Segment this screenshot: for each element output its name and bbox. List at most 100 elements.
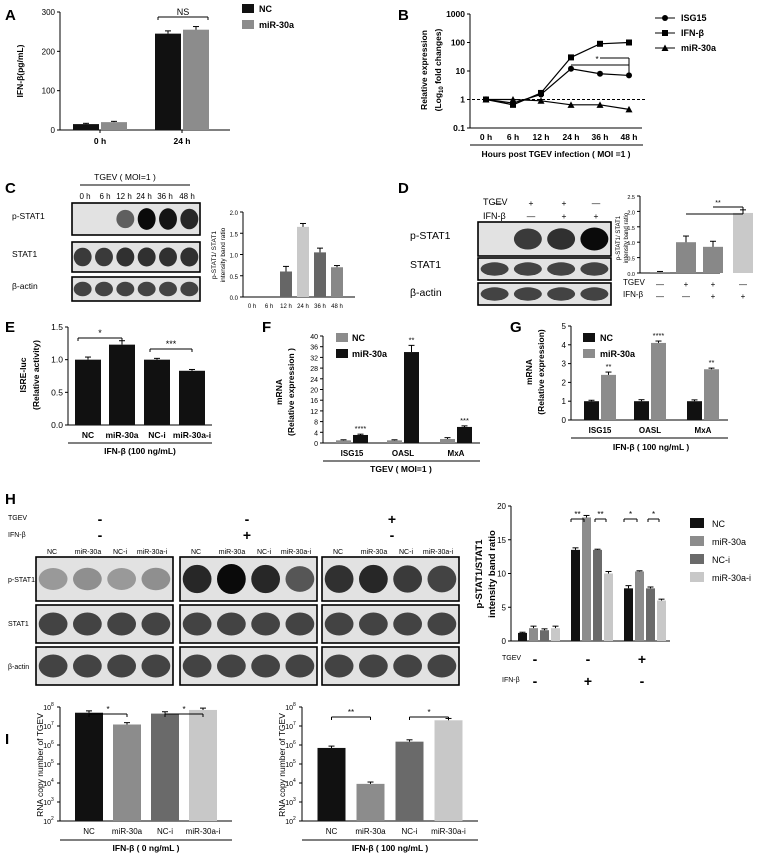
y-tick-label: 0 (314, 441, 318, 448)
series-line-miR-30a (486, 98, 630, 110)
significance-label: * (427, 708, 430, 717)
bar-miR-30a-i (657, 600, 666, 641)
blot-band (72, 654, 102, 678)
y-tick-label: 0.0 (627, 272, 635, 278)
panel-label: I (5, 731, 9, 748)
significance-label: *** (460, 416, 469, 425)
bar-miR-30a (651, 342, 666, 420)
y-tick-label: 20 (310, 388, 318, 395)
blot-background (72, 242, 200, 272)
y-tick-label: 1 (460, 95, 465, 105)
y-tick-label: 1 (562, 397, 567, 406)
legend-label: NC (712, 519, 725, 529)
blot-stat1 (179, 604, 318, 644)
lane-label: NC (47, 549, 57, 556)
x-tick-label: OASL (639, 426, 661, 435)
bar-NC (387, 440, 402, 443)
bar-NC (624, 588, 633, 641)
blot-band (393, 565, 423, 593)
y-tick-label: 10 (43, 781, 51, 788)
treatment-label: TGEV (8, 515, 27, 522)
lane-label: miR-30a-i (137, 549, 168, 556)
point-IFN-β (568, 54, 574, 61)
blot-frame (35, 604, 174, 644)
treatment-sign: - (98, 527, 103, 543)
blot-beta-actin (71, 276, 201, 302)
legend-marker (662, 15, 668, 21)
blot-band (547, 287, 576, 301)
lane-label: 24 h (136, 192, 152, 201)
legend-swatch (690, 572, 704, 582)
blot-band (285, 654, 315, 678)
treatment-sign: + (562, 211, 567, 221)
legend-swatch (583, 333, 595, 342)
blot-band (251, 564, 281, 594)
y-tick-label: 1.0 (230, 254, 239, 260)
blot-band (73, 281, 92, 297)
blot-band (107, 568, 137, 590)
bar (317, 747, 346, 821)
panel-label: G (510, 319, 522, 336)
y-axis-label-2: intensity band ratio (220, 227, 227, 282)
x-tick-label: 12 h (280, 304, 292, 310)
bar-NC (336, 440, 351, 443)
y-tick-label: 0.0 (230, 296, 239, 302)
y-axis-label: p-STAT1/ STAT1 (616, 215, 622, 260)
y-tick-label: 0.5 (627, 257, 635, 263)
blot-band (580, 287, 609, 301)
legend-swatch (583, 349, 595, 358)
treatment-sign: - (390, 527, 395, 543)
y-tick-exponent: 6 (293, 740, 296, 746)
blot-band (393, 654, 423, 678)
significance-label: ** (606, 362, 612, 371)
y-tick-label: 36 (310, 345, 318, 352)
y-tick-label: 10 (456, 66, 466, 76)
bar (75, 712, 103, 821)
row-label: p-STAT1 (8, 577, 35, 584)
blot-beta-actin (179, 646, 318, 686)
treatment-sign: + (594, 211, 599, 221)
blot-band (141, 654, 171, 678)
x-tick-label: 0 h (248, 304, 256, 310)
bar-NC (440, 438, 455, 443)
blot-band (580, 227, 609, 251)
y-tick-exponent: 6 (51, 740, 54, 746)
x-axis-label: IFN-β (100 ng/mL) (104, 446, 176, 456)
legend-label: miR-30a (352, 349, 388, 359)
y-tick-exponent: 8 (293, 702, 296, 708)
blot-band (116, 209, 135, 229)
series-line-ISG15 (485, 68, 630, 104)
blot-band (182, 564, 212, 594)
bar (109, 344, 135, 425)
bar (297, 226, 309, 297)
treatment-sign: — (739, 280, 747, 289)
significance-label: ** (715, 200, 721, 207)
blot-band (159, 281, 177, 297)
lane-label: 0 h (79, 192, 90, 201)
treatment-sign: + (243, 527, 251, 543)
significance-label: ** (348, 708, 354, 717)
significance-label: ** (597, 510, 603, 519)
blot-band (72, 612, 102, 636)
y-tick-label: 10 (285, 800, 293, 807)
y-axis-label: p-STAT1/ STAT1 (211, 231, 218, 279)
y-tick-label: 4 (562, 341, 567, 350)
blot-frame (35, 556, 174, 602)
blot-band (107, 654, 137, 678)
blot-band (358, 654, 388, 678)
bar-NC (155, 33, 181, 131)
blot-frame (71, 276, 201, 302)
significance-label: * (106, 705, 109, 714)
panel-label: D (398, 180, 409, 197)
bar (703, 246, 723, 273)
panel-label: C (5, 180, 16, 197)
blot-band (427, 565, 457, 593)
bar-NC (584, 401, 599, 420)
treatment-sign: — (656, 292, 664, 301)
blot-background (478, 283, 611, 305)
y-tick-label: 2.5 (627, 195, 635, 201)
blot-band (141, 567, 171, 591)
legend-label: miR-30a (600, 349, 636, 359)
bar (314, 252, 326, 297)
row-label: β-actin (12, 281, 38, 291)
